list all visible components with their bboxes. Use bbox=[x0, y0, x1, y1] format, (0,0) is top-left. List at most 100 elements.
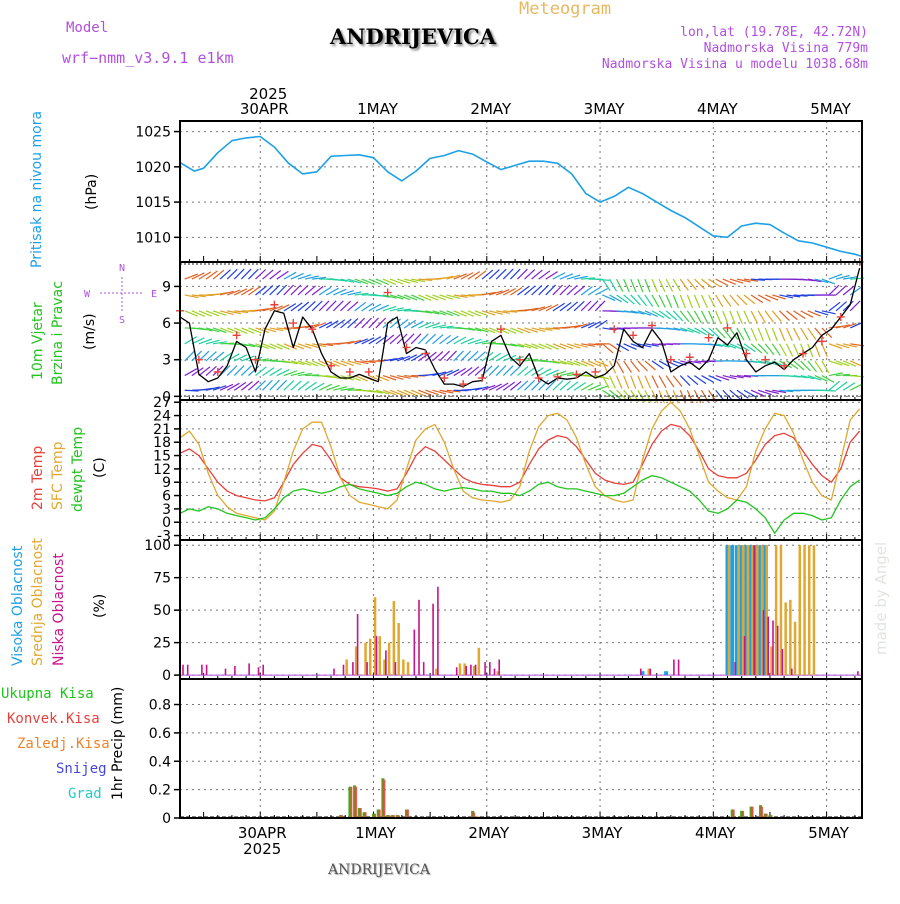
wind-arrow bbox=[383, 279, 396, 284]
top-day-label: 2MAY bbox=[470, 100, 512, 118]
panel-frame bbox=[180, 679, 862, 818]
wind-arrow bbox=[503, 328, 516, 333]
cloud-bar bbox=[777, 626, 779, 675]
cloud-bar bbox=[206, 665, 208, 675]
cloud-bar bbox=[478, 648, 481, 675]
footer-station: ANDRIJEVICA bbox=[328, 862, 430, 878]
y-tick-label: 1020 bbox=[135, 160, 171, 176]
wind-gust-marker bbox=[365, 368, 373, 376]
y-tick-label: 0.6 bbox=[149, 726, 171, 742]
cloud-bar bbox=[352, 662, 354, 675]
panel-frame bbox=[180, 121, 862, 262]
wind-arrow bbox=[822, 361, 829, 373]
cloud-bar bbox=[673, 660, 675, 676]
cloud-bar bbox=[664, 671, 668, 675]
wind-gust-marker bbox=[327, 362, 335, 370]
precip-unit: 1hr Precip (mm) bbox=[110, 687, 126, 800]
cloud-bar bbox=[369, 639, 372, 675]
bottom-year-label: 2025 bbox=[243, 840, 281, 858]
wind-arrow bbox=[510, 288, 522, 295]
y-tick-label: 9 bbox=[162, 279, 171, 295]
cloud-bar bbox=[475, 665, 477, 675]
wind-arrow bbox=[723, 311, 728, 324]
cloud-bar bbox=[366, 662, 368, 675]
cloud-bar bbox=[489, 662, 491, 675]
precip-bar-overlay bbox=[358, 808, 360, 818]
wind-arrow bbox=[560, 303, 571, 311]
wind-arrow bbox=[843, 361, 856, 366]
wind-arrow bbox=[206, 271, 217, 279]
y-tick-label: 27 bbox=[153, 395, 171, 411]
cloud-bar bbox=[744, 636, 746, 675]
temp-legend-2m: 2m Temp bbox=[30, 446, 46, 510]
watermark: made by Angel bbox=[872, 542, 890, 655]
cloud-bar bbox=[767, 617, 769, 676]
pressure-unit: (hPa) bbox=[84, 174, 100, 210]
cloud-bar bbox=[437, 587, 439, 675]
wind-rose-south: S bbox=[119, 315, 125, 326]
wind-arrow bbox=[624, 376, 629, 389]
wind-arrow bbox=[744, 311, 750, 324]
wind-arrow bbox=[588, 361, 601, 366]
cloud-bar bbox=[782, 649, 784, 675]
cloud-bar bbox=[753, 545, 755, 675]
y-tick-label: 6 bbox=[162, 316, 171, 332]
wind-arrow bbox=[772, 311, 781, 322]
wind-arrow bbox=[815, 344, 820, 357]
cloud-bar bbox=[678, 660, 680, 676]
wind-arrow bbox=[617, 295, 629, 303]
wind-arrow bbox=[631, 361, 640, 372]
wind-arrow bbox=[772, 328, 777, 341]
wind-arrow bbox=[199, 311, 212, 316]
wind-arrow bbox=[411, 390, 424, 395]
cloud-bar bbox=[650, 669, 652, 676]
cloud-bar bbox=[402, 660, 405, 676]
wind-arrow bbox=[602, 295, 615, 301]
wind-arrow bbox=[822, 344, 827, 357]
y-tick-label: 0.4 bbox=[149, 754, 171, 770]
wind-arrow bbox=[638, 376, 643, 389]
y-tick-label: 50 bbox=[153, 603, 171, 619]
temp-legend-dewpt: dewpt Temp bbox=[70, 427, 86, 512]
wind-arrow bbox=[284, 304, 296, 311]
wind-arrow bbox=[702, 328, 713, 336]
model-label: Model bbox=[66, 20, 108, 36]
cloud-bar bbox=[470, 665, 472, 675]
precip-bar-overlay bbox=[382, 778, 384, 818]
precip-legend-snow: Snijeg bbox=[56, 761, 107, 777]
wind-arrow bbox=[687, 279, 696, 290]
precip-bar-overlay bbox=[731, 810, 733, 819]
wind-arrow bbox=[185, 369, 197, 376]
wind-arrow bbox=[694, 295, 699, 308]
cloud-bar bbox=[456, 667, 458, 675]
top-day-label: 4MAY bbox=[697, 100, 739, 118]
cloud-bar bbox=[234, 666, 236, 675]
wind-arrow bbox=[702, 295, 708, 308]
bottom-day-label: 3MAY bbox=[582, 824, 624, 842]
wind-arrow bbox=[496, 383, 508, 390]
wind-arrow bbox=[673, 279, 680, 291]
cloud-bar bbox=[388, 643, 391, 676]
wind-arrow bbox=[468, 272, 480, 279]
wind-arrow bbox=[461, 368, 472, 376]
wind-arrow bbox=[779, 328, 784, 341]
top-day-label: 1MAY bbox=[357, 100, 399, 118]
wind-arrow bbox=[602, 390, 614, 398]
wind-arrow bbox=[659, 311, 670, 319]
wind-arrow bbox=[454, 311, 467, 316]
cloud-bar bbox=[794, 622, 797, 675]
wind-arrow bbox=[333, 320, 344, 328]
wind-speed-line bbox=[180, 268, 860, 387]
station-title: ANDRIJEVICA bbox=[330, 24, 496, 49]
wind-arrow bbox=[277, 344, 290, 349]
cloud-bar bbox=[484, 662, 486, 675]
elevation-label: Nadmorska Visina 779m bbox=[704, 41, 868, 56]
top-day-label: 5MAY bbox=[810, 100, 852, 118]
cloud-bar bbox=[772, 621, 774, 676]
cloud-bar bbox=[791, 669, 793, 676]
wind-arrow bbox=[645, 279, 650, 292]
cloud-bar bbox=[734, 662, 736, 675]
wind-arrow bbox=[730, 295, 739, 306]
wind-gust-marker bbox=[591, 368, 599, 376]
wind-arrow bbox=[609, 279, 616, 291]
